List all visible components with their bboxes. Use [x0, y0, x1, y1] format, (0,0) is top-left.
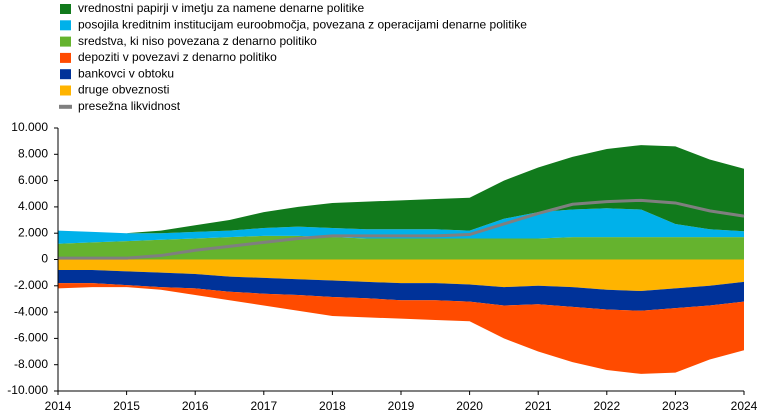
x-tick-label: 2014 [45, 399, 72, 413]
legend-label: vrednostni papirji v imetju za namene de… [78, 1, 364, 15]
x-tick-label: 2023 [662, 399, 689, 413]
x-tick-label: 2017 [250, 399, 277, 413]
legend-swatch [60, 69, 71, 80]
x-tick-label: 2019 [388, 399, 415, 413]
x-tick-label: 2018 [319, 399, 346, 413]
legend-label: bankovci v obtoku [78, 66, 174, 80]
y-tick-label: 10.000 [11, 120, 48, 134]
y-tick-label: -8.000 [14, 357, 48, 371]
legend-label: sredstva, ki niso povezana z denarno pol… [78, 34, 317, 48]
x-tick-label: 2015 [113, 399, 140, 413]
area [58, 145, 744, 234]
legend-swatch [60, 20, 71, 31]
legend-label: presežna likvidnost [78, 99, 181, 113]
area [58, 208, 744, 244]
x-tick-label: 2024 [731, 399, 758, 413]
legend-label: depoziti v povezavi z denarno politiko [78, 50, 277, 64]
legend-swatch [60, 52, 71, 63]
area [58, 270, 744, 311]
legend-swatch [60, 4, 71, 14]
y-tick-label: 4.000 [18, 199, 48, 213]
x-tick-label: 2016 [182, 399, 209, 413]
x-tick-label: 2022 [593, 399, 620, 413]
y-tick-label: 6.000 [18, 173, 48, 187]
y-tick-label: -10.000 [7, 383, 48, 397]
y-tick-label: 2.000 [18, 225, 48, 239]
legend-label: posojila kreditnim institucijam euroobmo… [78, 17, 527, 31]
y-tick-label: -2.000 [14, 278, 48, 292]
y-tick-label: -6.000 [14, 331, 48, 345]
area [58, 235, 744, 260]
area [58, 283, 744, 374]
legend-swatch [60, 85, 71, 96]
x-tick-label: 2020 [456, 399, 483, 413]
legend-label: druge obveznosti [78, 83, 169, 97]
y-tick-label: 0 [41, 252, 48, 266]
y-tick-label: -4.000 [14, 304, 48, 318]
legend-swatch [60, 36, 71, 47]
y-tick-label: 8.000 [18, 146, 48, 160]
x-tick-label: 2021 [525, 399, 552, 413]
area [58, 259, 744, 292]
line [58, 198, 745, 260]
